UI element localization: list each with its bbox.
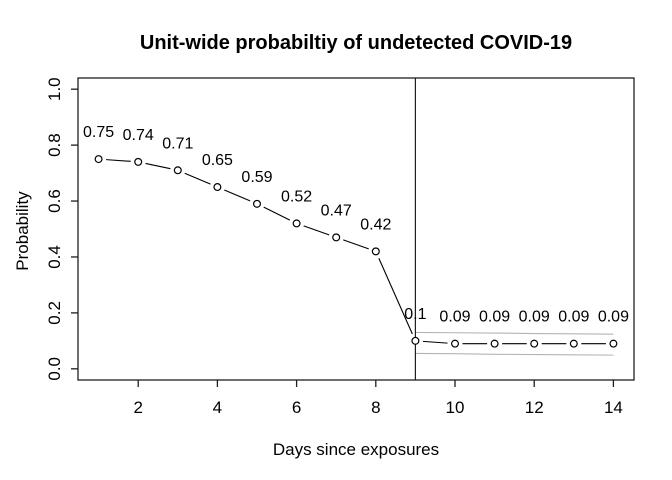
svg-text:0.75: 0.75 (83, 124, 114, 141)
svg-text:0.2: 0.2 (45, 301, 64, 325)
svg-text:1.0: 1.0 (45, 77, 64, 101)
series-line (106, 159, 606, 345)
ci-band (415, 331, 614, 356)
svg-text:4: 4 (213, 398, 222, 417)
svg-text:10: 10 (446, 398, 465, 417)
svg-text:0.52: 0.52 (281, 188, 312, 205)
svg-text:0.59: 0.59 (241, 169, 272, 186)
svg-text:0.09: 0.09 (519, 309, 550, 326)
svg-text:0.1: 0.1 (404, 306, 426, 323)
series-points (94, 155, 618, 348)
chart-title: Unit-wide probabiltiy of undetected COVI… (140, 32, 572, 54)
svg-text:0.65: 0.65 (202, 152, 233, 169)
svg-text:0.09: 0.09 (598, 309, 629, 326)
svg-text:2: 2 (133, 398, 142, 417)
x-axis-title: Days since exposures (273, 440, 439, 459)
svg-text:0.09: 0.09 (558, 309, 589, 326)
svg-text:0.8: 0.8 (45, 133, 64, 157)
y-axis: 0.0 0.2 0.4 0.6 0.8 1.0 (45, 77, 78, 381)
svg-text:14: 14 (604, 398, 623, 417)
svg-text:0.4: 0.4 (45, 245, 64, 269)
y-axis-title: Probability (13, 191, 32, 271)
svg-text:12: 12 (525, 398, 544, 417)
svg-text:0.42: 0.42 (360, 216, 391, 233)
x-axis: 2 4 6 8 10 12 14 (133, 380, 623, 417)
svg-text:0.09: 0.09 (439, 309, 470, 326)
svg-text:0.6: 0.6 (45, 189, 64, 213)
svg-text:8: 8 (371, 398, 380, 417)
point-labels: 0.75 0.74 0.71 0.65 0.59 0.52 0.47 0.42 0.1 0.09 0… (83, 124, 629, 326)
svg-text:0.47: 0.47 (321, 202, 352, 219)
svg-text:0.09: 0.09 (479, 309, 510, 326)
svg-text:0.0: 0.0 (45, 357, 64, 381)
plot-box (77, 77, 635, 381)
svg-text:0.74: 0.74 (123, 127, 154, 144)
svg-text:0.71: 0.71 (162, 135, 193, 152)
svg-text:6: 6 (292, 398, 301, 417)
